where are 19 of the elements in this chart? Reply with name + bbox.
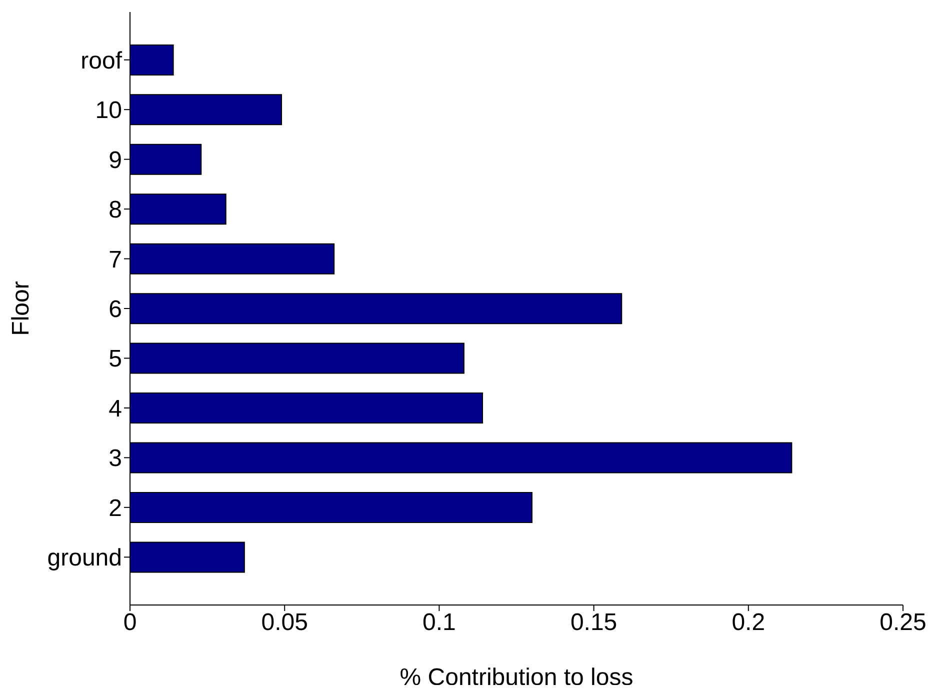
y-tick-label: 6 [108, 296, 122, 324]
y-tick-label: 2 [108, 494, 122, 522]
y-tick-label: 7 [108, 246, 122, 274]
y-tick-label: 8 [108, 196, 122, 224]
y-axis-title: Floor [8, 281, 35, 336]
y-tick-label: roof [80, 47, 122, 74]
x-axis-title: % Contribution to loss [400, 664, 634, 691]
x-tick-label: 0.25 [880, 609, 926, 636]
x-tick-label: 0.05 [261, 609, 308, 636]
y-tick-label: ground [47, 544, 122, 572]
y-tick-label: 10 [95, 97, 122, 124]
y-tick-label: 4 [108, 395, 122, 422]
y-tick-label: 3 [108, 445, 122, 472]
x-tick-label: 0.1 [422, 609, 456, 636]
y-tick-label: 9 [108, 146, 122, 174]
x-tick-label: 0 [123, 609, 137, 636]
x-tick-label: 0.15 [570, 609, 618, 636]
x-tick-label: 0.2 [732, 609, 766, 636]
y-tick-label: 5 [108, 346, 122, 373]
